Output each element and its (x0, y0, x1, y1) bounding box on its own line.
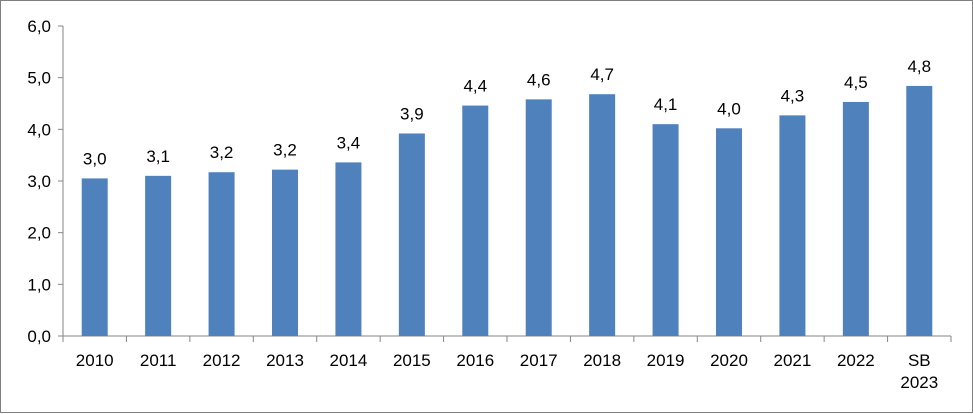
x-tick-label: SB 2023 (900, 351, 938, 392)
y-tick-label: 2,0 (27, 224, 51, 243)
y-tick-label: 1,0 (27, 275, 51, 294)
y-tick-label: 4,0 (27, 120, 51, 139)
x-tick-label: 2015 (393, 351, 431, 370)
y-tick-label: 6,0 (27, 17, 51, 36)
bar (272, 169, 298, 336)
bar (398, 133, 425, 336)
y-tick-label: 5,0 (27, 69, 51, 88)
data-label: 4,6 (527, 70, 551, 89)
bar (208, 172, 235, 336)
y-tick-label: 3,0 (27, 172, 51, 191)
data-label: 4,8 (907, 57, 931, 76)
x-tick-label: 2012 (203, 351, 241, 370)
x-tick-label: 2019 (647, 351, 685, 370)
data-label: 4,7 (590, 65, 614, 84)
bar (716, 128, 742, 336)
y-tick-label: 0,0 (27, 327, 51, 346)
bar (779, 115, 806, 336)
x-tick-label: 2010 (76, 351, 114, 370)
x-tick-label: 2011 (140, 351, 177, 370)
data-label: 3,0 (83, 149, 107, 168)
bar (525, 99, 552, 336)
data-label: 3,4 (337, 133, 361, 152)
data-label: 3,9 (400, 104, 424, 123)
x-tick-label-line: SB (908, 351, 931, 370)
data-label: 3,1 (146, 147, 170, 166)
bar (462, 105, 489, 336)
x-tick-label: 2014 (330, 351, 368, 370)
bar (842, 101, 869, 336)
data-label: 4,5 (844, 73, 868, 92)
data-label: 4,3 (781, 86, 805, 105)
bar (652, 124, 679, 337)
x-tick-label: 2017 (520, 351, 558, 370)
x-tick-label: 2021 (774, 351, 812, 370)
bar (589, 94, 616, 336)
data-label: 3,2 (273, 141, 297, 160)
bar (335, 162, 362, 336)
bar (906, 85, 933, 336)
x-tick-label-line: 2023 (900, 373, 938, 392)
bar (81, 178, 108, 336)
data-label: 4,1 (654, 95, 678, 114)
bar (145, 175, 172, 336)
data-label: 4,0 (717, 99, 741, 118)
x-tick-label: 2016 (456, 351, 494, 370)
data-label: 3,2 (210, 143, 234, 162)
x-tick-label: 2018 (583, 351, 621, 370)
x-tick-label: 2020 (710, 351, 748, 370)
x-tick-label: 2022 (837, 351, 875, 370)
x-tick-label: 2013 (266, 351, 304, 370)
data-label: 4,4 (463, 77, 487, 96)
